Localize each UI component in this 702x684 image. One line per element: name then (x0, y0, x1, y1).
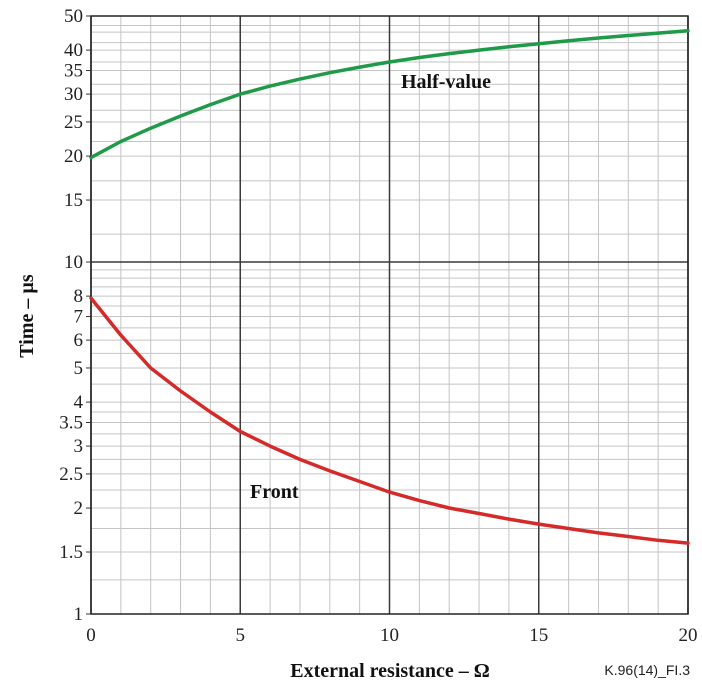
series-layer (89, 29, 690, 545)
y-tick-label: 3.5 (59, 413, 83, 434)
x-tick-label: 5 (236, 625, 246, 646)
y-tick-label: 5 (74, 358, 84, 379)
y-tick-label: 4 (74, 392, 84, 413)
plot-frame (90, 15, 689, 615)
front-label: Front (250, 481, 299, 503)
y-tick-label: 15 (64, 190, 83, 211)
y-tick-label: 10 (64, 252, 83, 273)
y-tick-label: 50 (64, 6, 83, 27)
series-line-half-value (89, 29, 690, 160)
x-tick-label: 10 (380, 625, 399, 646)
half-value-label: Half-value (401, 71, 491, 93)
x-axis-title: External resistance – Ω (290, 660, 490, 682)
y-tick-label: 7 (74, 307, 84, 328)
y-tick-label: 6 (74, 330, 84, 351)
y-tick-label: 3 (74, 436, 84, 457)
y-tick-label: 25 (64, 112, 83, 133)
y-tick-label: 35 (64, 61, 83, 82)
y-tick-label: 40 (64, 40, 83, 61)
y-tick-label: 1 (74, 604, 84, 625)
y-tick-label: 1.5 (59, 542, 83, 563)
figure-id: K.96(14)_FI.3 (604, 662, 690, 678)
x-tick-label: 0 (86, 625, 96, 646)
x-tick-label: 15 (529, 625, 548, 646)
y-tick-label: 30 (64, 84, 83, 105)
y-tick-label: 2 (74, 498, 84, 519)
y-tick-label: 20 (64, 146, 83, 167)
x-tick-labels: 0 5 10 15 20 (86, 625, 697, 646)
y-tick-label: 8 (74, 286, 84, 307)
x-tick-label: 20 (679, 625, 698, 646)
y-axis-title: Time – µs (16, 274, 38, 358)
series-line-front (89, 296, 690, 545)
y-tick-label: 2.5 (59, 464, 83, 485)
